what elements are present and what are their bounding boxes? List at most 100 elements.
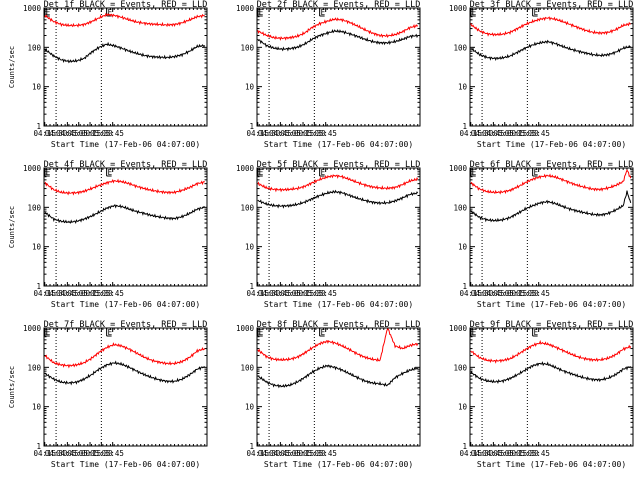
y-tick-label: 100 — [240, 363, 254, 372]
detector-panel-9: Det 9f BLACK = Events, RED = LLD 1 10 100 10… — [449, 320, 634, 469]
events-series-line — [44, 203, 206, 224]
x-axis-label: Start Time (17-Feb-06 04:07:00) — [51, 460, 200, 469]
x-tick-label: 05:45 — [101, 129, 124, 138]
panel-title: Det 6f BLACK = Events, RED = LLD — [470, 160, 634, 170]
x-tick-label: 05:30 — [516, 289, 539, 298]
x-tick-label: 04:30 — [45, 289, 68, 298]
x-tick-label: 04:30 — [471, 289, 494, 298]
y-tick-label: 10 — [245, 403, 255, 412]
x-tick-label: 05:15 — [79, 449, 102, 458]
y-tick-label: 1000 — [23, 4, 42, 13]
x-tick-label: 04:15 — [33, 129, 56, 138]
x-tick-label: 05:30 — [303, 449, 326, 458]
marker-label: E — [46, 8, 51, 17]
x-tick-label: 04:15 — [459, 449, 482, 458]
events-series-line — [257, 364, 419, 389]
y-tick-label: 1000 — [23, 324, 42, 333]
y-tick-label: 1 — [462, 282, 467, 291]
x-axis-label: Start Time (17-Feb-06 04:07:00) — [477, 300, 626, 309]
x-tick-label: 05:00 — [67, 289, 90, 298]
y-axis-label: Counts/sec — [8, 46, 16, 88]
y-tick-label: 10 — [32, 83, 42, 92]
x-tick-label: 05:15 — [505, 129, 528, 138]
y-tick-label: 100 — [453, 43, 467, 52]
x-tick-label: 05:00 — [280, 129, 303, 138]
y-tick-label: 100 — [27, 363, 41, 372]
marker-label: E — [108, 328, 113, 337]
marker-label: E — [472, 8, 477, 17]
x-tick-label: 05:30 — [516, 129, 539, 138]
plot-frame — [256, 7, 421, 127]
y-tick-label: 10 — [245, 243, 255, 252]
x-axis-label: Start Time (17-Feb-06 04:07:00) — [51, 140, 200, 149]
x-tick-label: 05:15 — [292, 129, 315, 138]
y-tick-label: 1 — [462, 442, 467, 451]
detector-panel-6: Det 6f BLACK = Events, RED = LLD 1 10 100 10… — [449, 160, 634, 309]
y-tick-label: 10 — [458, 243, 468, 252]
marker-label: E — [108, 8, 113, 17]
y-tick-label: 1 — [249, 442, 254, 451]
plot-frame — [469, 7, 634, 127]
x-tick-label: 04:30 — [45, 449, 68, 458]
x-tick-label: 05:30 — [90, 449, 113, 458]
x-tick-label: 04:45 — [482, 449, 505, 458]
marker-label: E — [472, 168, 477, 177]
detector-panel-5: Det 5f BLACK = Events, RED = LLD 1 10 100 10… — [236, 160, 421, 309]
y-tick-label: 1 — [249, 282, 254, 291]
plot-frame — [43, 167, 208, 287]
y-tick-label: 100 — [27, 203, 41, 212]
panel-title: Det 7f BLACK = Events, RED = LLD — [44, 320, 208, 330]
x-tick-label: 04:15 — [246, 129, 269, 138]
x-tick-label: 04:30 — [45, 129, 68, 138]
detector-panel-8: Det 8f BLACK = Events, RED = LLD 1 10 100 10… — [236, 320, 421, 469]
x-tick-label: 04:45 — [56, 289, 79, 298]
lld-series-line — [470, 169, 632, 195]
x-tick-label: 04:45 — [56, 449, 79, 458]
y-tick-label: 1 — [36, 442, 41, 451]
x-tick-label: 05:30 — [90, 289, 113, 298]
x-tick-label: 05:45 — [314, 289, 337, 298]
marker-label: E — [321, 168, 326, 177]
x-tick-label: 05:15 — [505, 289, 528, 298]
x-tick-label: 05:45 — [527, 289, 550, 298]
x-tick-label: 04:15 — [459, 289, 482, 298]
x-tick-label: 05:00 — [280, 289, 303, 298]
x-axis-label: Start Time (17-Feb-06 04:07:00) — [477, 460, 626, 469]
y-tick-label: 1000 — [449, 324, 468, 333]
panel-title: Det 9f BLACK = Events, RED = LLD — [470, 320, 634, 330]
x-tick-label: 05:15 — [79, 289, 102, 298]
x-tick-label: 04:45 — [269, 289, 292, 298]
x-tick-label: 04:45 — [269, 449, 292, 458]
detector-panel-3: Det 3f BLACK = Events, RED = LLD 1 10 100 10… — [449, 0, 634, 149]
y-tick-label: 10 — [32, 403, 42, 412]
lld-series-line — [257, 328, 419, 362]
y-tick-label: 100 — [240, 203, 254, 212]
x-tick-label: 04:30 — [258, 129, 281, 138]
marker-label: E — [321, 328, 326, 337]
y-tick-label: 100 — [453, 203, 467, 212]
x-tick-label: 05:30 — [516, 449, 539, 458]
y-tick-label: 1000 — [236, 164, 255, 173]
y-tick-label: 10 — [32, 243, 42, 252]
y-tick-label: 100 — [27, 43, 41, 52]
x-axis-label: Start Time (17-Feb-06 04:07:00) — [477, 140, 626, 149]
marker-label: E — [46, 328, 51, 337]
y-tick-label: 1000 — [449, 4, 468, 13]
marker-label: E — [534, 328, 539, 337]
x-axis-label: Start Time (17-Feb-06 04:07:00) — [264, 300, 413, 309]
marker-label: E — [259, 8, 264, 17]
x-tick-label: 04:30 — [471, 449, 494, 458]
x-tick-label: 05:30 — [90, 129, 113, 138]
x-tick-label: 05:45 — [101, 449, 124, 458]
x-axis-label: Start Time (17-Feb-06 04:07:00) — [51, 300, 200, 309]
plot-frame — [43, 327, 208, 447]
events-series-line — [257, 189, 419, 209]
y-tick-label: 100 — [453, 363, 467, 372]
lld-series-line — [44, 178, 205, 196]
marker-label: E — [259, 328, 264, 337]
x-tick-label: 05:00 — [67, 449, 90, 458]
marker-label: E — [259, 168, 264, 177]
x-tick-label: 04:15 — [246, 289, 269, 298]
y-tick-label: 1000 — [236, 4, 255, 13]
